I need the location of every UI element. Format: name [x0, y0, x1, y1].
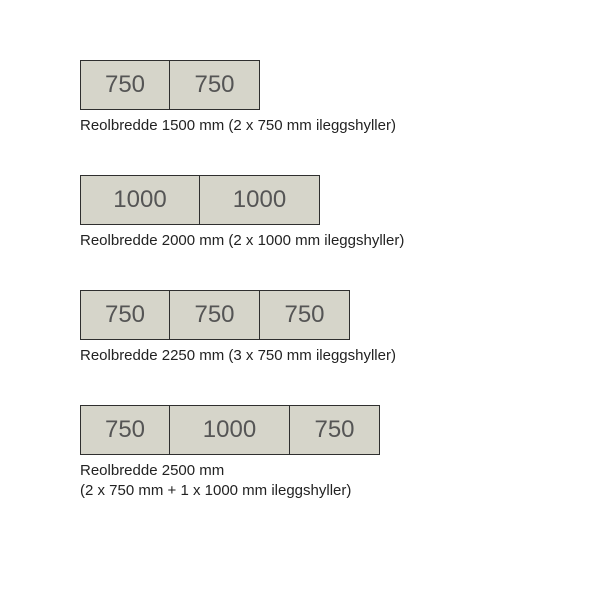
shelf-cell: 750 [80, 60, 170, 110]
shelf-config-0: 750750 Reolbredde 1500 mm (2 x 750 mm ile… [80, 60, 396, 136]
shelf-cell: 1000 [80, 175, 200, 225]
shelf-bar: 7501000750 [80, 405, 380, 455]
shelf-config-2: 750750750Reolbredde 2250 mm (3 x 750 mm … [80, 290, 396, 366]
shelf-width-diagram: { "diagram": { "type": "infographic", "p… [0, 0, 600, 600]
shelf-caption: Reolbredde 2250 mm (3 x 750 mm ileggshyl… [80, 346, 396, 366]
shelf-config-1: 10001000 Reolbredde 2000 mm (2 x 1000 mm … [80, 175, 404, 251]
shelf-bar: 750750 [80, 60, 396, 110]
shelf-cell: 1000 [170, 405, 290, 455]
shelf-cell: 750 [290, 405, 380, 455]
shelf-cell: 750 [170, 60, 260, 110]
shelf-caption: Reolbredde 2000 mm (2 x 1000 mm ileggshy… [80, 231, 404, 251]
shelf-caption-line: Reolbredde 2250 mm (3 x 750 mm ileggshyl… [80, 346, 396, 366]
shelf-caption-line: (2 x 750 mm + 1 x 1000 mm ileggshyller) [80, 481, 380, 501]
shelf-cell: 750 [170, 290, 260, 340]
shelf-cell: 1000 [200, 175, 320, 225]
shelf-cell: 750 [80, 290, 170, 340]
shelf-caption-line: Reolbredde 2000 mm (2 x 1000 mm ileggshy… [80, 231, 404, 251]
shelf-cell: 750 [80, 405, 170, 455]
shelf-bar: 10001000 [80, 175, 404, 225]
shelf-cell: 750 [260, 290, 350, 340]
shelf-caption: Reolbredde 2500 mm(2 x 750 mm + 1 x 1000… [80, 461, 380, 502]
shelf-caption-line: Reolbredde 2500 mm [80, 461, 380, 481]
shelf-caption: Reolbredde 1500 mm (2 x 750 mm ileggshyl… [80, 116, 396, 136]
shelf-bar: 750750750 [80, 290, 396, 340]
shelf-caption-line: Reolbredde 1500 mm (2 x 750 mm ileggshyl… [80, 116, 396, 136]
shelf-config-3: 7501000750 Reolbredde 2500 mm(2 x 750 mm … [80, 405, 380, 502]
